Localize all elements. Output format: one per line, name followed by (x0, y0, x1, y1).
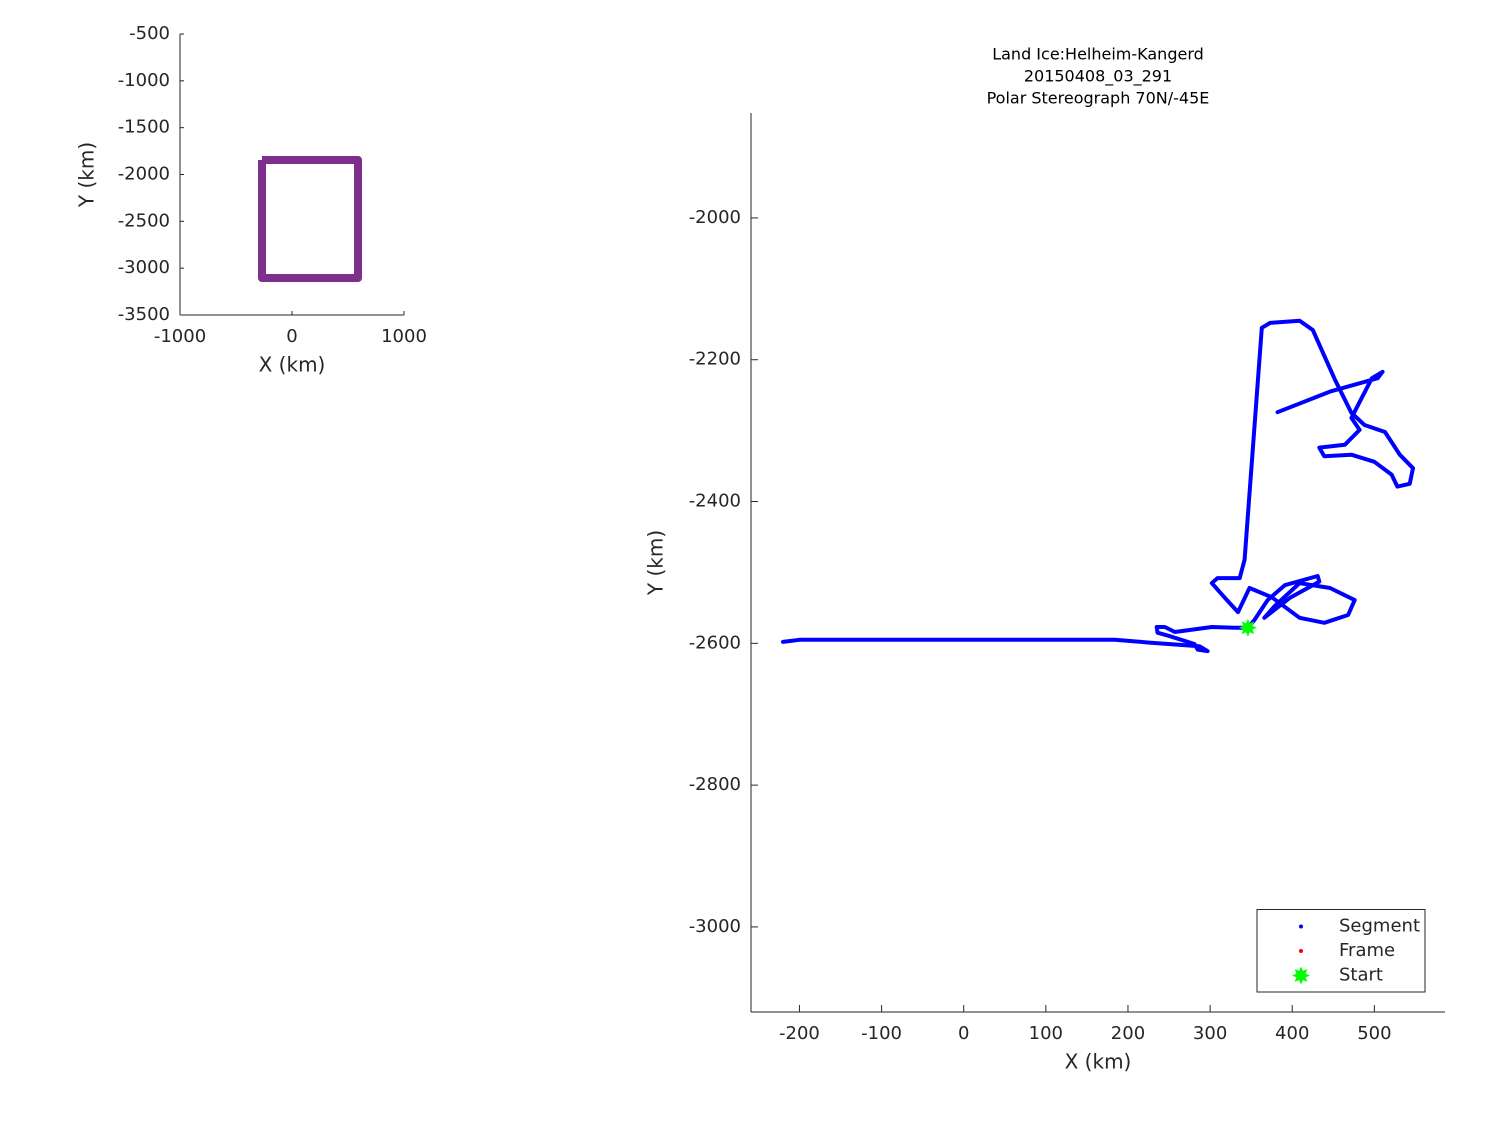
y-tick-label: -2000 (689, 207, 741, 228)
y-tick-label: -2400 (689, 491, 741, 512)
legend-box (1256, 909, 1426, 993)
chart-title: Land Ice:Helheim-Kangerd (992, 45, 1204, 64)
x-tick-label: 1000 (381, 326, 427, 347)
y-axis-label: Y (km) (644, 530, 668, 596)
y-tick-label: -3000 (689, 916, 741, 937)
x-axis-label: X (km) (1065, 1050, 1132, 1074)
y-tick-label: -3500 (118, 304, 170, 325)
y-tick-label: -500 (129, 23, 170, 44)
y-tick-label: -2000 (118, 164, 170, 185)
y-tick-label: -2600 (689, 632, 741, 653)
y-tick-label: -3000 (118, 257, 170, 278)
legend-marker (1299, 924, 1303, 929)
x-axis-label: X (km) (259, 353, 326, 377)
y-tick-label: -2800 (689, 774, 741, 795)
x-tick-label: -100 (861, 1023, 902, 1044)
y-axis-label: Y (km) (75, 142, 99, 208)
y-tick-label: -2500 (118, 210, 170, 231)
x-tick-label: 200 (1111, 1023, 1145, 1044)
x-tick-label: 100 (1029, 1023, 1063, 1044)
legend-label: Frame (1339, 940, 1395, 961)
x-tick-label: 0 (286, 326, 297, 347)
y-tick-label: -2200 (689, 349, 741, 370)
chart-title: Polar Stereograph 70N/-45E (987, 89, 1210, 108)
start-marker (1238, 618, 1257, 637)
y-tick-label: -1000 (118, 70, 170, 91)
x-tick-label: -200 (779, 1023, 820, 1044)
y-tick-label: -1500 (118, 117, 170, 138)
x-tick-label: 400 (1275, 1023, 1309, 1044)
track-line (781, 318, 1415, 654)
x-tick-label: 300 (1193, 1023, 1227, 1044)
track-line (258, 156, 362, 282)
x-tick-label: 0 (958, 1023, 969, 1044)
chart-title: 20150408_03_291 (1024, 67, 1172, 87)
legend-label: Start (1339, 965, 1383, 986)
legend-label: Segment (1339, 916, 1420, 937)
legend-marker (1292, 966, 1310, 985)
x-tick-label: 500 (1357, 1023, 1391, 1044)
legend-marker (1299, 949, 1303, 953)
x-tick-label: -1000 (154, 326, 206, 347)
